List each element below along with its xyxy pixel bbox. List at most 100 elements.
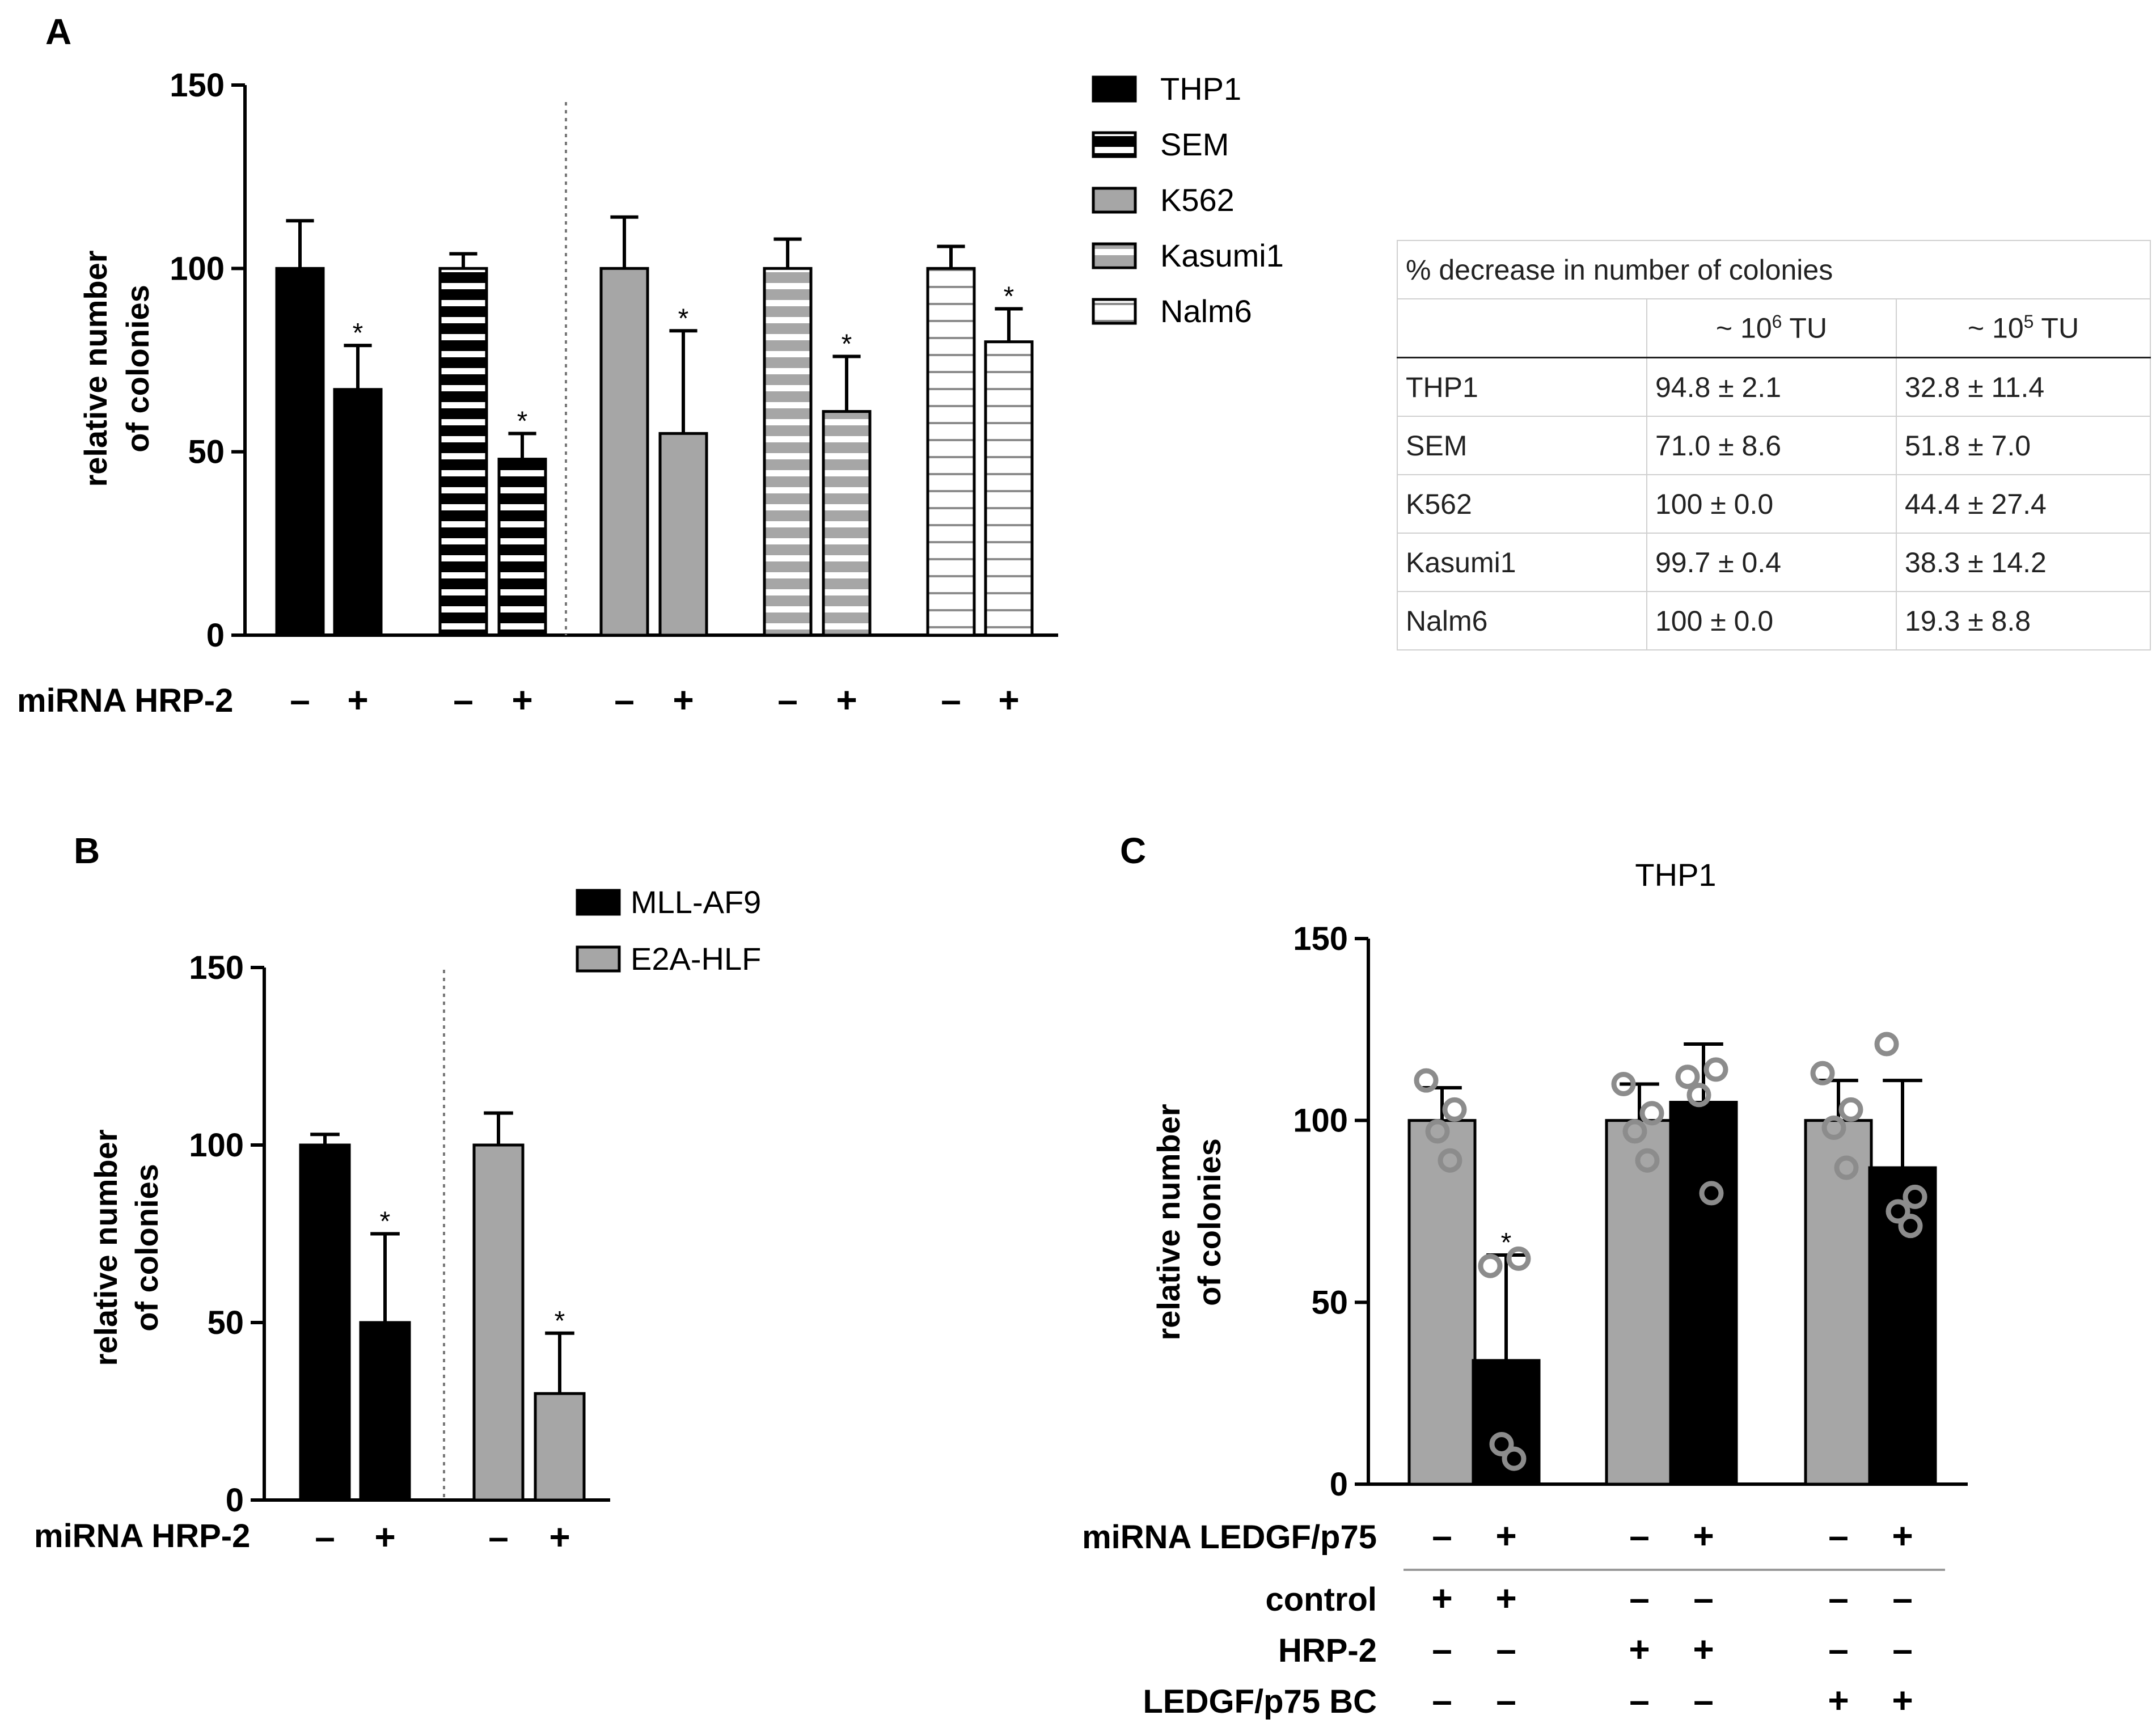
condition-sign: – xyxy=(1496,1629,1516,1670)
data-point xyxy=(1414,1068,1439,1093)
significance-marker: * xyxy=(380,1207,391,1237)
bar xyxy=(984,340,1034,637)
condition-sign: + xyxy=(1693,1515,1714,1556)
condition-sign: + xyxy=(1629,1629,1650,1670)
x-sign: + xyxy=(998,679,1019,720)
bar xyxy=(1605,1119,1674,1486)
table-cell: 99.7 ± 0.4 xyxy=(1646,533,1897,592)
data-point xyxy=(1611,1072,1636,1097)
data-point xyxy=(1810,1061,1835,1085)
legend-label-sem: SEM xyxy=(1160,126,1229,162)
bar xyxy=(1669,1101,1738,1486)
table-cell: 100 ± 0.0 xyxy=(1646,591,1897,650)
legend-label-k562: K562 xyxy=(1160,182,1235,218)
table-cell: 51.8 ± 7.0 xyxy=(1896,416,2151,475)
condition-label: control xyxy=(1265,1581,1377,1618)
panel-a-mirna-label: miRNA HRP-2 xyxy=(17,682,233,719)
legend-label-nalm6: Nalm6 xyxy=(1160,293,1252,329)
table-header-1e6: ~ 106 TU xyxy=(1646,298,1897,358)
panel-b-y-axis: 0 50 100 150 xyxy=(189,949,610,1519)
bar xyxy=(299,1143,351,1502)
x-sign: – xyxy=(315,1516,335,1557)
panel-a-legend: THP1 SEM K562 Kasumi1 Nalm6 xyxy=(1092,71,1284,329)
data-point xyxy=(1898,1214,1923,1239)
significance-marker: * xyxy=(1004,281,1014,311)
data-point xyxy=(1438,1148,1462,1173)
panel-a: A relative number of colonies 050100150 … xyxy=(17,11,1284,720)
condition-label: HRP-2 xyxy=(1278,1632,1377,1669)
table-cell: 19.3 ± 8.8 xyxy=(1896,591,2151,650)
table-header-1e6-suffix: TU xyxy=(1782,312,1828,344)
condition-sign: – xyxy=(1828,1578,1849,1619)
table-header-1e5-exp: 5 xyxy=(2023,311,2034,332)
panel-c-title: THP1 xyxy=(1635,857,1716,893)
bar xyxy=(1407,1119,1477,1486)
table-cell: SEM xyxy=(1397,416,1647,475)
condition-sign: – xyxy=(1629,1680,1650,1721)
data-point xyxy=(1489,1431,1514,1456)
condition-sign: – xyxy=(1432,1629,1452,1670)
table-cell: 32.8 ± 11.4 xyxy=(1896,357,2151,417)
significance-marker: * xyxy=(555,1306,565,1336)
data-point xyxy=(1506,1246,1531,1271)
condition-sign: + xyxy=(1892,1515,1913,1556)
table-header-1e6-prefix: ~ 10 xyxy=(1715,312,1772,344)
x-sign: + xyxy=(673,679,694,720)
table-row: THP1 94.8 ± 2.1 32.8 ± 11.4 xyxy=(1397,357,2151,417)
panel-b: B relative number of colonies 050100150 … xyxy=(34,830,761,1557)
y-tick-label: 150 xyxy=(189,949,244,986)
significance-marker: * xyxy=(353,318,363,348)
y-tick-label: 50 xyxy=(188,434,225,471)
data-point xyxy=(1675,1064,1700,1089)
panel-a-y-axis-title-line2: of colonies xyxy=(120,285,155,453)
bar xyxy=(599,267,649,637)
x-sign: – xyxy=(941,679,961,720)
x-sign: – xyxy=(290,679,310,720)
data-point xyxy=(1886,1199,1910,1224)
panel-b-label: B xyxy=(74,830,100,871)
significance-marker: * xyxy=(517,406,528,436)
y-tick-label: 100 xyxy=(189,1127,244,1164)
x-sign: + xyxy=(549,1516,570,1557)
bar xyxy=(763,267,813,637)
x-sign: – xyxy=(488,1516,509,1557)
table-cell: THP1 xyxy=(1397,357,1647,417)
table-cell: Kasumi1 xyxy=(1397,533,1647,592)
panel-a-x-signs: – + – + – + – + – + xyxy=(290,679,1019,720)
table-cell: 38.3 ± 14.2 xyxy=(1896,533,2151,592)
y-tick-label: 0 xyxy=(226,1482,244,1519)
table-row: K562 100 ± 0.0 44.4 ± 27.4 xyxy=(1397,474,2151,534)
condition-sign: + xyxy=(1828,1680,1849,1721)
condition-sign: – xyxy=(1892,1629,1913,1670)
table-row: SEM 71.0 ± 8.6 51.8 ± 7.0 xyxy=(1397,416,2151,475)
panel-c-condition-rows: miRNA LEDGF/p75 – + – + – + control + + – – – – HRP-2 –… xyxy=(1082,1515,1913,1721)
data-point xyxy=(1639,1101,1664,1126)
panel-b-bars: ** xyxy=(299,1111,586,1502)
table-row: Kasumi1 99.7 ± 0.4 38.3 ± 14.2 xyxy=(1397,533,2151,592)
condition-sign: – xyxy=(1693,1680,1714,1721)
condition-sign: – xyxy=(1432,1515,1452,1556)
table-cell: 71.0 ± 8.6 xyxy=(1646,416,1897,475)
bar xyxy=(658,432,708,637)
condition-sign: + xyxy=(1495,1515,1516,1556)
significance-marker: * xyxy=(1501,1228,1512,1258)
significance-marker: * xyxy=(842,329,852,360)
bar xyxy=(438,267,488,637)
y-tick-label: 100 xyxy=(170,250,225,287)
panel-c-label: C xyxy=(1120,830,1146,871)
legend-swatch-mll-af9 xyxy=(576,889,621,916)
condition-sign: – xyxy=(1629,1578,1650,1619)
y-tick-label: 50 xyxy=(207,1304,244,1341)
panel-b-mirna-label: miRNA HRP-2 xyxy=(34,1518,250,1554)
panel-b-y-axis-title-line1: relative number xyxy=(88,1129,124,1366)
y-tick-label: 150 xyxy=(170,67,225,104)
bar xyxy=(275,267,325,637)
panel-c-y-axis-title-line1: relative number xyxy=(1151,1104,1186,1340)
table-cell: 44.4 ± 27.4 xyxy=(1896,474,2151,534)
table-header-1e5: ~ 105 TU xyxy=(1896,298,2151,358)
panel-a-y-axis-title-line1: relative number xyxy=(78,250,113,487)
condition-sign: + xyxy=(1495,1578,1516,1619)
condition-sign: – xyxy=(1629,1515,1650,1556)
legend-swatch-nalm6 xyxy=(1092,298,1137,325)
y-tick-label: 0 xyxy=(206,617,225,654)
